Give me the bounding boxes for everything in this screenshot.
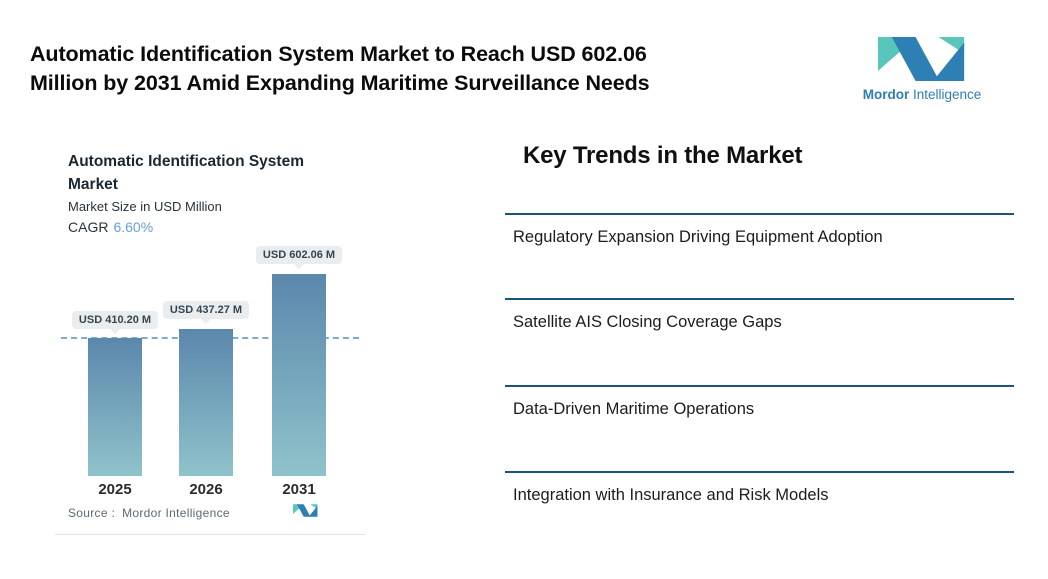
brand-logo: Mordor Intelligence bbox=[862, 34, 982, 102]
page-title: Automatic Identification System Market t… bbox=[30, 40, 820, 98]
brand-wordmark: Mordor Intelligence bbox=[862, 87, 982, 102]
trend-item-1-label: Regulatory Expansion Driving Equipment A… bbox=[513, 228, 883, 246]
brand-name-bold: Mordor bbox=[862, 87, 910, 102]
trend-item-4: Integration with Insurance and Risk Mode… bbox=[505, 471, 1014, 505]
mordor-intelligence-logo-icon bbox=[862, 34, 982, 84]
x-axis-label-2031: 2031 bbox=[282, 481, 316, 498]
page-title-line-2: Million by 2031 Amid Expanding Maritime … bbox=[30, 71, 650, 95]
trend-item-4-label: Integration with Insurance and Risk Mode… bbox=[513, 486, 829, 504]
value-badge-2026: USD 437.27 M bbox=[162, 301, 250, 319]
chart-cagr: CAGR 6.60% bbox=[68, 219, 153, 235]
x-axis-label-2026: 2026 bbox=[189, 481, 223, 498]
bar-2031 bbox=[272, 274, 326, 476]
trend-item-3: Data-Driven Maritime Operations bbox=[505, 385, 1014, 419]
value-badge-2025: USD 410.20 M bbox=[71, 311, 159, 329]
key-trends-heading: Key Trends in the Market bbox=[523, 142, 803, 169]
value-badge-2031: USD 602.06 M bbox=[255, 246, 343, 264]
source-label: Source : bbox=[68, 506, 116, 520]
chart-subtitle: Market Size in USD Million bbox=[68, 199, 222, 214]
chart-title: Automatic Identification System Market bbox=[68, 153, 304, 193]
source-attribution: Source : Mordor Intelligence bbox=[68, 506, 230, 520]
source-value: Mordor Intelligence bbox=[122, 506, 230, 520]
bar-2025 bbox=[88, 338, 142, 476]
market-chart-card: Automatic Identification System Market M… bbox=[55, 140, 365, 535]
x-axis-label-2025: 2025 bbox=[98, 481, 132, 498]
brand-name-regular: Intelligence bbox=[912, 87, 982, 102]
trend-item-2-label: Satellite AIS Closing Coverage Gaps bbox=[513, 313, 782, 331]
page-title-line-1: Automatic Identification System Market t… bbox=[30, 42, 647, 66]
bar-2026 bbox=[179, 329, 233, 476]
trend-item-1: Regulatory Expansion Driving Equipment A… bbox=[505, 213, 1014, 247]
mordor-intelligence-mini-logo-icon bbox=[293, 503, 318, 523]
trend-item-3-label: Data-Driven Maritime Operations bbox=[513, 400, 755, 418]
cagr-label: CAGR bbox=[68, 219, 109, 235]
cagr-value: 6.60% bbox=[113, 219, 154, 235]
trend-item-2: Satellite AIS Closing Coverage Gaps bbox=[505, 298, 1014, 332]
